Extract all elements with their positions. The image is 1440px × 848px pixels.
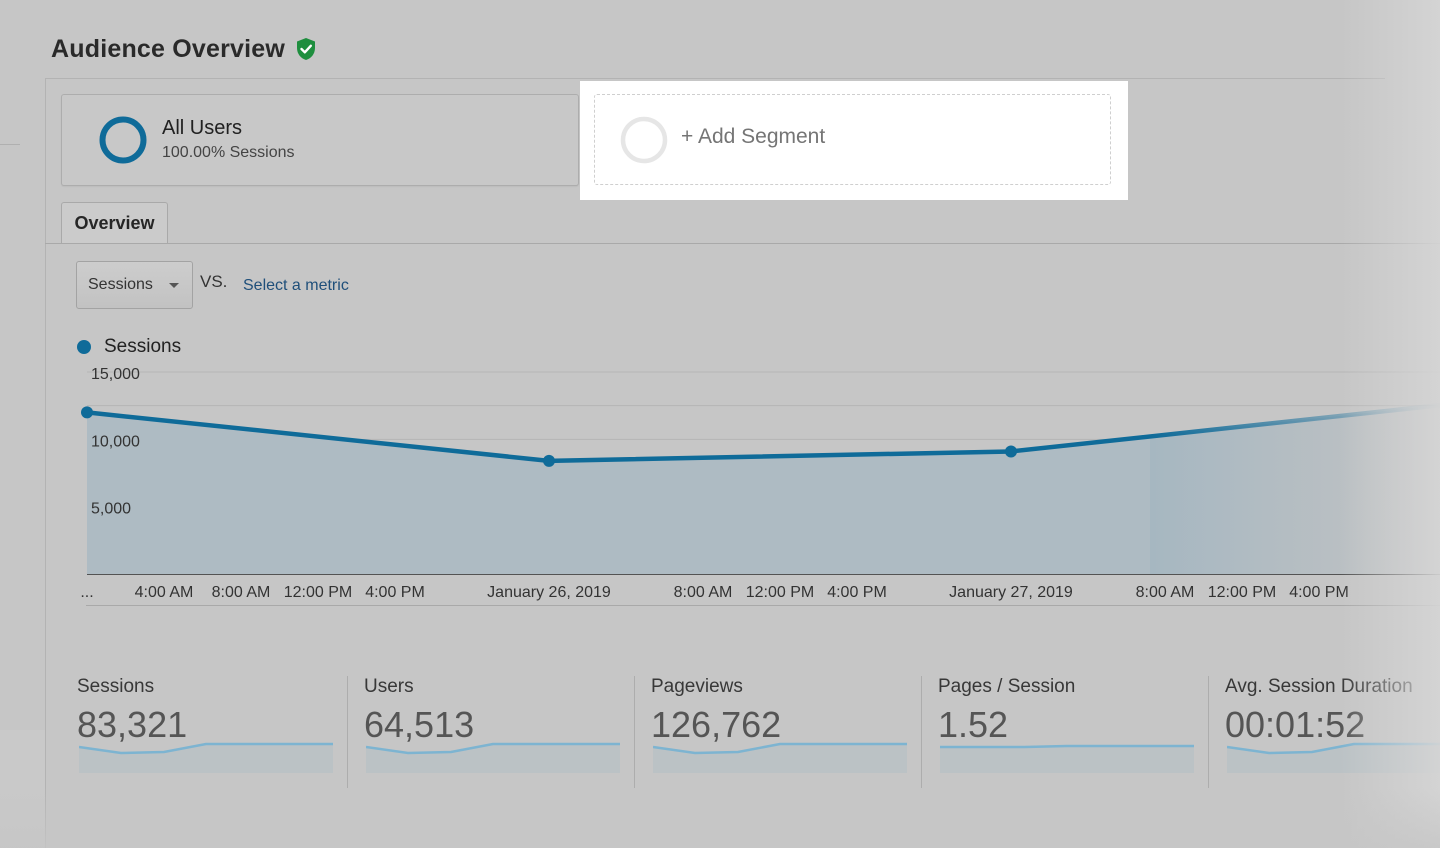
x-tick-label: 12:00 PM [284, 584, 352, 601]
stat-label: Pages / Session [938, 676, 1076, 697]
caret-down-icon [168, 282, 179, 288]
donut-ring-icon [99, 116, 147, 164]
x-tick-label: 12:00 PM [1208, 584, 1276, 601]
y-tick-label: 5,000 [91, 501, 131, 518]
stat-pages-session[interactable]: Pages / Session 1.52 [938, 676, 1218, 788]
segment-all-users[interactable]: All Users 100.00% Sessions [61, 94, 579, 186]
chart-legend: Sessions [77, 336, 181, 358]
vs-label: VS. [200, 272, 228, 291]
segment-name: All Users [162, 117, 243, 139]
x-tick-label: 4:00 PM [1289, 584, 1349, 601]
add-segment-button[interactable]: + Add Segment [594, 94, 1111, 185]
stat-users[interactable]: Users 64,513 [364, 676, 644, 788]
add-segment-highlight: + Add Segment [580, 81, 1128, 200]
tab-overview[interactable]: Overview [61, 202, 168, 244]
x-tick-label: 8:00 AM [674, 584, 733, 601]
sessions-area [87, 405, 1440, 574]
y-tick-label: 10,000 [91, 433, 140, 450]
bottom-fade-overlay [0, 788, 1440, 848]
x-tick-label: 8:00 AM [212, 584, 271, 601]
select-metric-link[interactable]: Select a metric [243, 277, 349, 294]
legend-label: Sessions [104, 336, 182, 357]
stat-value: 64,513 [364, 704, 475, 745]
sparkline [1227, 742, 1440, 773]
stat-divider [347, 676, 348, 788]
axis-separator [86, 605, 1440, 606]
segment-detail: 100.00% Sessions [162, 144, 295, 161]
sessions-chart: 15,000 10,000 5,000 ... 4:00 AM 8:00 AM 12:00… [80, 366, 1440, 601]
stat-value: 1.52 [938, 704, 1009, 745]
stat-value: 126,762 [651, 704, 782, 745]
sparkline [79, 742, 333, 773]
stat-divider [634, 676, 635, 788]
add-segment-label: + Add Segment [681, 125, 826, 148]
stat-label: Users [364, 676, 414, 697]
x-tick-label: 8:00 AM [1136, 584, 1195, 601]
sparkline [940, 744, 1194, 773]
stat-divider [1208, 676, 1209, 788]
stat-avg-session-duration[interactable]: Avg. Session Duration 00:01:52 [1225, 676, 1440, 788]
panel-left-border [45, 78, 46, 848]
stat-value: 83,321 [77, 704, 188, 745]
title-row: Audience Overview [51, 31, 317, 67]
area-fade-tail [1150, 405, 1440, 574]
x-tick-label: January 27, 2019 [949, 584, 1073, 601]
shield-check-icon [297, 38, 316, 60]
stat-value: 00:01:52 [1225, 704, 1366, 745]
edge-divider [0, 144, 20, 145]
stat-label: Avg. Session Duration [1225, 676, 1413, 697]
metric-select[interactable]: Sessions [76, 261, 193, 309]
empty-ring-icon [620, 116, 668, 164]
metric-select-value: Sessions [88, 276, 153, 293]
x-tick-label: 12:00 PM [746, 584, 814, 601]
stat-label: Pageviews [651, 676, 743, 697]
tab-bar-line [45, 243, 1440, 244]
stat-pageviews[interactable]: Pageviews 126,762 [651, 676, 931, 788]
stat-label: Sessions [77, 676, 155, 697]
page-title: Audience Overview [51, 34, 286, 63]
data-point-0[interactable] [81, 406, 93, 419]
data-point-2[interactable] [1005, 445, 1017, 458]
data-point-1[interactable] [543, 454, 555, 467]
x-tick-label: ... [80, 584, 93, 601]
stat-divider [921, 676, 922, 788]
x-tick-label: 4:00 AM [135, 584, 194, 601]
sessions-line-segment [84, 410, 552, 464]
legend-dot [77, 340, 91, 354]
sessions-line-segment [546, 449, 1014, 464]
panel-top-border [45, 78, 1385, 79]
x-tick-label: January 26, 2019 [487, 584, 611, 601]
stat-sessions[interactable]: Sessions 83,321 [77, 676, 357, 788]
sparkline [366, 742, 620, 773]
left-edge-strip [0, 730, 46, 848]
sparkline [653, 742, 907, 773]
x-tick-label: 4:00 PM [365, 584, 425, 601]
y-tick-label: 15,000 [91, 366, 140, 383]
x-tick-label: 4:00 PM [827, 584, 887, 601]
